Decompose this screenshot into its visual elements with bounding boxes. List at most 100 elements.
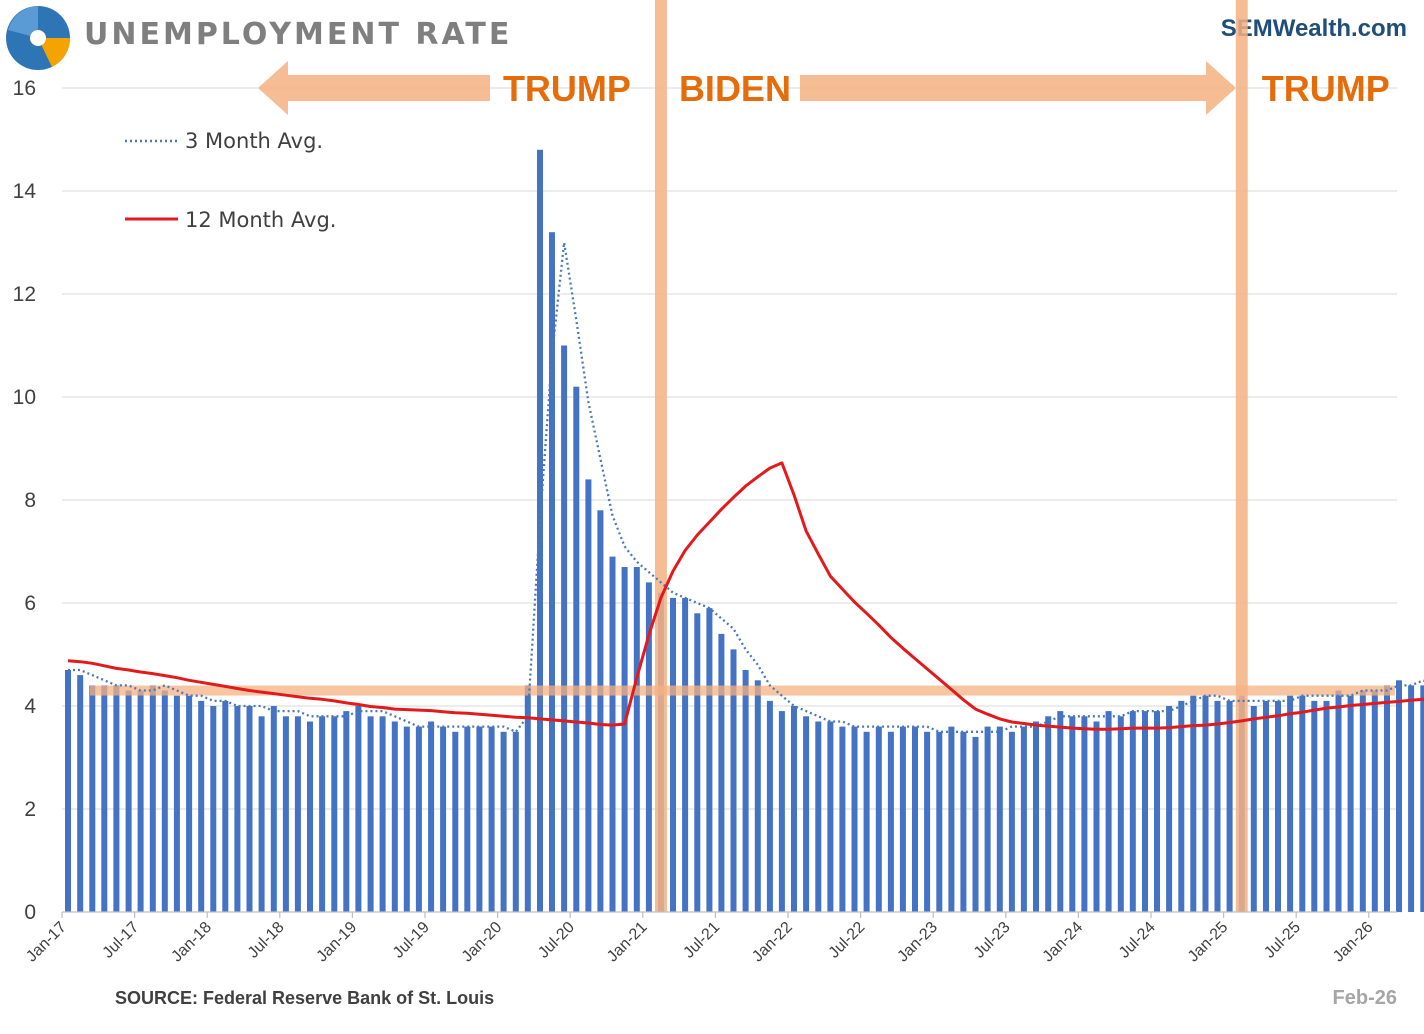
bar bbox=[778, 711, 785, 912]
bar bbox=[1396, 680, 1402, 913]
bar bbox=[803, 716, 810, 912]
bar bbox=[948, 726, 955, 912]
legend: 3 Month Avg. 12 Month Avg. bbox=[125, 129, 336, 232]
line-12-month-avg bbox=[67, 461, 1424, 731]
bar bbox=[1057, 711, 1064, 912]
bar bbox=[1081, 716, 1088, 912]
source-note: SOURCE: Federal Reserve Bank of St. Loui… bbox=[115, 988, 494, 1008]
bar bbox=[1371, 690, 1378, 912]
y-tick-label: 0 bbox=[24, 901, 36, 924]
x-tick-label: Jul-18 bbox=[245, 919, 288, 962]
x-tick-label: Jan-22 bbox=[749, 919, 796, 966]
x-tick-label: Jan-25 bbox=[1185, 919, 1232, 966]
bar bbox=[972, 736, 979, 912]
bar bbox=[827, 721, 834, 912]
legend-3mo-label: 3 Month Avg. bbox=[185, 129, 323, 153]
bar bbox=[1033, 721, 1039, 912]
bar bbox=[1008, 731, 1015, 913]
bar bbox=[1069, 716, 1076, 912]
x-tick-label: Jan-24 bbox=[1040, 919, 1087, 966]
bar bbox=[609, 556, 616, 912]
x-tick-label: Jan-20 bbox=[459, 919, 506, 966]
era-arrow-left bbox=[258, 61, 490, 115]
bar bbox=[452, 731, 459, 913]
bar bbox=[101, 685, 108, 912]
bar bbox=[863, 731, 870, 913]
bar bbox=[355, 706, 362, 912]
bar bbox=[1347, 695, 1354, 912]
era-label: TRUMP bbox=[503, 68, 631, 109]
bar bbox=[161, 690, 168, 912]
bar bbox=[173, 695, 180, 912]
bar bbox=[851, 726, 858, 912]
y-tick-label: 12 bbox=[13, 283, 36, 306]
bar bbox=[996, 726, 1003, 912]
bar bbox=[1154, 711, 1160, 912]
y-tick-label: 6 bbox=[24, 592, 36, 615]
bar bbox=[585, 479, 592, 912]
bar bbox=[597, 510, 604, 912]
bar bbox=[403, 726, 410, 912]
bar bbox=[1020, 726, 1027, 912]
bar bbox=[791, 706, 797, 912]
x-tick-label: Jul-19 bbox=[390, 919, 433, 962]
reference-line bbox=[90, 685, 1395, 696]
bar bbox=[246, 706, 253, 912]
era-boundary bbox=[654, 0, 667, 912]
bar bbox=[1335, 690, 1342, 912]
bar bbox=[706, 608, 713, 912]
bar bbox=[89, 685, 96, 912]
bar bbox=[319, 716, 326, 912]
bar bbox=[936, 731, 943, 913]
bar bbox=[210, 706, 217, 912]
bar bbox=[367, 716, 374, 912]
bar bbox=[633, 567, 640, 912]
bar bbox=[1287, 695, 1294, 912]
bar bbox=[912, 726, 918, 912]
bar bbox=[561, 345, 568, 912]
bar bbox=[1275, 700, 1281, 912]
bar bbox=[621, 567, 628, 912]
bar bbox=[1166, 706, 1173, 912]
bar bbox=[270, 706, 277, 912]
bar bbox=[1226, 700, 1233, 912]
bar bbox=[1093, 721, 1100, 912]
y-tick-label: 14 bbox=[13, 180, 37, 203]
era-label: BIDEN bbox=[679, 68, 791, 109]
bar bbox=[1359, 690, 1366, 912]
bar bbox=[742, 670, 749, 912]
bar bbox=[524, 685, 531, 912]
y-tick-label: 10 bbox=[13, 386, 36, 409]
bar-series bbox=[65, 149, 1424, 913]
bar bbox=[440, 726, 447, 912]
bar bbox=[573, 386, 580, 912]
x-tick-label: Jul-21 bbox=[680, 919, 723, 962]
bar bbox=[718, 633, 725, 912]
bar bbox=[549, 232, 555, 912]
bar bbox=[670, 597, 676, 912]
bar bbox=[488, 726, 495, 912]
bar bbox=[1214, 700, 1221, 912]
bar bbox=[65, 670, 71, 912]
x-tick-label: Jan-23 bbox=[894, 919, 941, 966]
bar bbox=[258, 716, 265, 912]
x-tick-label: Jan-21 bbox=[604, 919, 651, 966]
bar bbox=[149, 685, 156, 912]
bar bbox=[1190, 695, 1197, 912]
bar bbox=[1263, 700, 1269, 912]
bar bbox=[899, 726, 906, 912]
y-tick-label: 4 bbox=[24, 695, 36, 718]
x-tick-label: Jul-22 bbox=[826, 919, 869, 962]
era-arrow-right bbox=[800, 61, 1236, 115]
y-tick-label: 2 bbox=[24, 798, 36, 821]
bar bbox=[1250, 706, 1257, 912]
bar bbox=[512, 731, 519, 913]
bar bbox=[839, 726, 846, 912]
bar bbox=[343, 711, 350, 912]
bar bbox=[1202, 695, 1209, 912]
bar bbox=[1408, 685, 1415, 912]
bar bbox=[815, 721, 822, 912]
era-markers: TRUMP BIDEN TRUMP bbox=[258, 0, 1390, 912]
bar bbox=[924, 731, 931, 913]
bar bbox=[1045, 716, 1052, 912]
